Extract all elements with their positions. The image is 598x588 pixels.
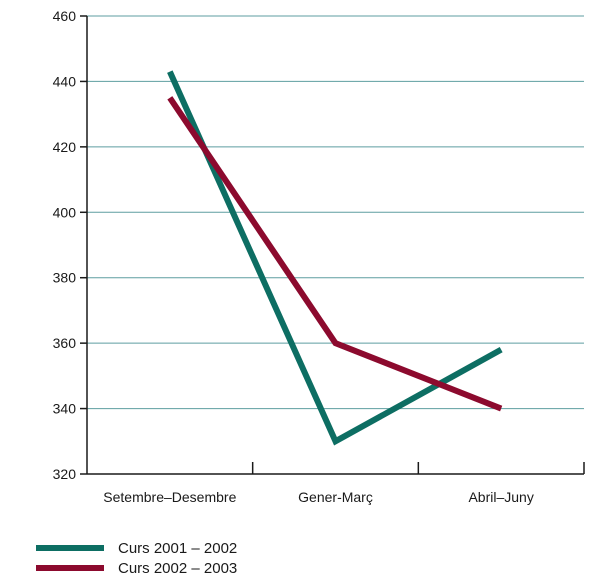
y-tick-label-340: 340 — [53, 401, 77, 417]
legend-swatch-curs-2002-2003 — [36, 565, 104, 571]
legend-item-curs-2002-2003: Curs 2002 – 2003 — [36, 558, 237, 578]
gridlines — [87, 15, 584, 410]
y-tick-label-360: 360 — [53, 335, 77, 351]
x-tick-label-3: Abril–Juny — [468, 489, 533, 505]
legend: Curs 2001 – 2002 Curs 2002 – 2003 — [36, 538, 237, 578]
legend-label-curs-2002-2003: Curs 2002 – 2003 — [118, 559, 238, 577]
legend-item-curs-2001-2002: Curs 2001 – 2002 — [36, 538, 237, 558]
axes — [86, 16, 584, 475]
y-tick-label-460: 460 — [53, 8, 77, 24]
y-tick-label-400: 400 — [53, 204, 77, 220]
y-tick-label-440: 440 — [53, 73, 77, 89]
legend-label-curs-2001-2002: Curs 2001 – 2002 — [118, 539, 238, 557]
legend-swatch-curs-2001-2002 — [36, 545, 104, 551]
series-line-1 — [167, 70, 503, 446]
series-line-2 — [167, 96, 503, 412]
x-tick-label-1: Setembre–Desembre — [103, 489, 236, 505]
x-axis-ticks: Setembre–Desembre Gener-Març Abril–Juny — [103, 462, 585, 505]
y-tick-label-320: 320 — [53, 466, 77, 482]
x-tick-label-2: Gener-Març — [298, 489, 373, 505]
series-lines — [167, 70, 503, 446]
y-tick-label-380: 380 — [53, 270, 77, 286]
y-axis-ticks: 320 340 360 380 400 420 440 460 — [53, 8, 87, 482]
y-tick-label-420: 420 — [53, 139, 77, 155]
